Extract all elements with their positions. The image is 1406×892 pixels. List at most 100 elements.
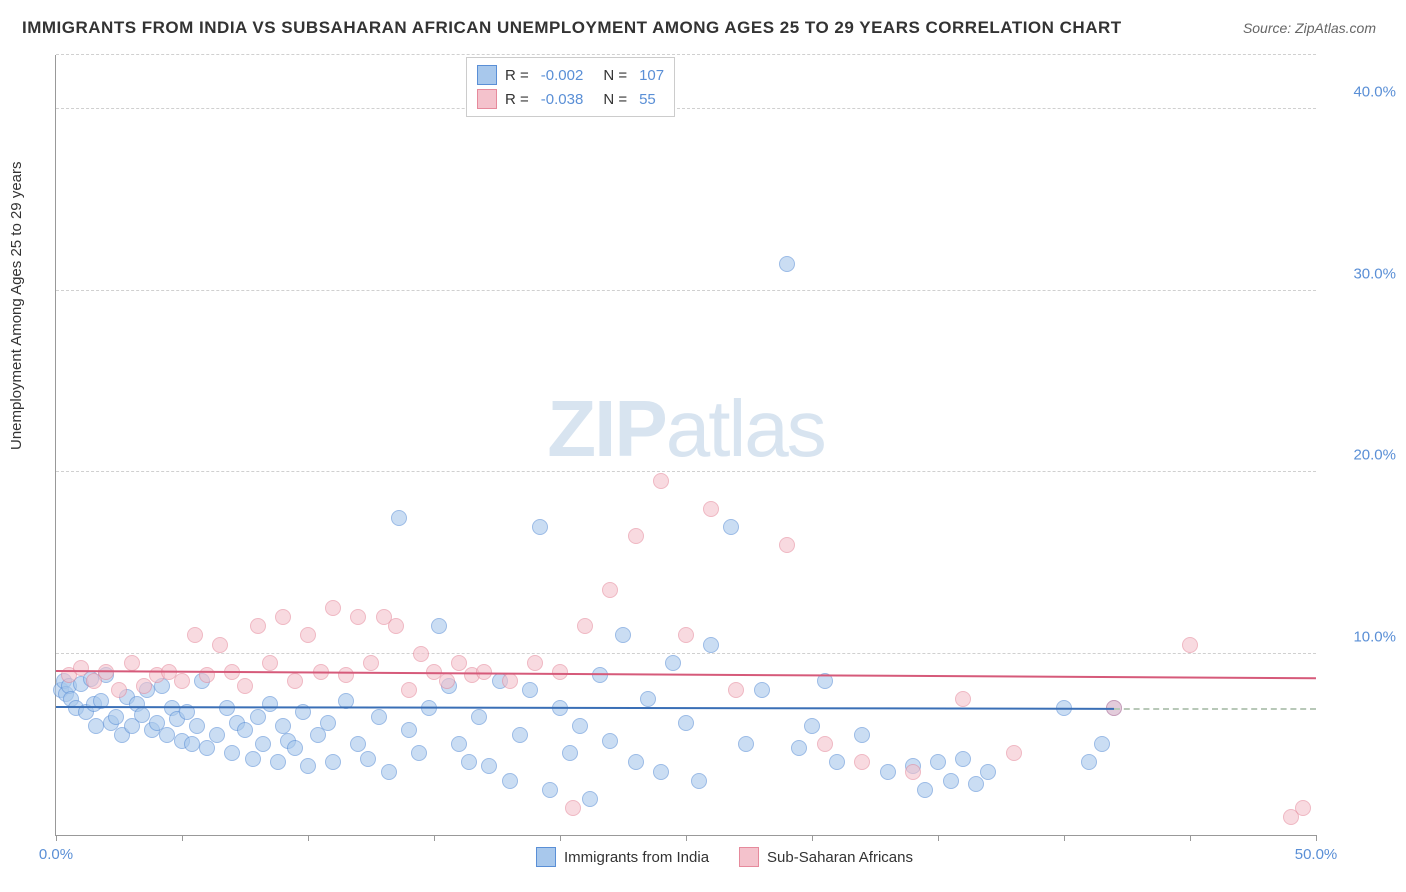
grid-line [56, 54, 1316, 55]
scatter-point [300, 758, 316, 774]
grid-line [56, 290, 1316, 291]
x-tick [686, 835, 687, 841]
y-tick-label: 20.0% [1326, 447, 1396, 464]
scatter-point [209, 727, 225, 743]
scatter-point [189, 718, 205, 734]
x-tick-label: 50.0% [1295, 846, 1338, 863]
scatter-point [817, 736, 833, 752]
scatter-point [968, 776, 984, 792]
scatter-point [804, 718, 820, 734]
scatter-point [502, 673, 518, 689]
scatter-point [779, 256, 795, 272]
scatter-point [678, 715, 694, 731]
legend-series: Immigrants from India Sub-Saharan African… [536, 847, 913, 867]
scatter-point [250, 618, 266, 634]
scatter-point [565, 800, 581, 816]
legend-n-value: 107 [639, 67, 664, 84]
scatter-point [245, 751, 261, 767]
scatter-point [325, 600, 341, 616]
legend-n-label: N = [603, 91, 627, 108]
scatter-point [363, 655, 379, 671]
scatter-point [451, 736, 467, 752]
scatter-point [1094, 736, 1110, 752]
legend-r-value: -0.038 [541, 91, 584, 108]
scatter-point [592, 667, 608, 683]
scatter-point [471, 709, 487, 725]
scatter-point [413, 646, 429, 662]
scatter-point [582, 791, 598, 807]
y-tick-label: 10.0% [1326, 628, 1396, 645]
scatter-point [572, 718, 588, 734]
y-tick-label: 30.0% [1326, 265, 1396, 282]
trend-line-extension [1114, 708, 1316, 710]
scatter-point [1182, 637, 1198, 653]
scatter-point [262, 696, 278, 712]
scatter-point [73, 660, 89, 676]
scatter-point [451, 655, 467, 671]
scatter-point [980, 764, 996, 780]
scatter-point [401, 722, 417, 738]
legend-swatch [739, 847, 759, 867]
legend-item: Sub-Saharan Africans [739, 847, 913, 867]
scatter-point [653, 473, 669, 489]
scatter-point [224, 745, 240, 761]
grid-line [56, 108, 1316, 109]
scatter-point [678, 627, 694, 643]
y-tick-label: 40.0% [1326, 84, 1396, 101]
legend-label: Sub-Saharan Africans [767, 849, 913, 866]
scatter-point [401, 682, 417, 698]
scatter-point [1081, 754, 1097, 770]
scatter-point [602, 582, 618, 598]
scatter-point [360, 751, 376, 767]
scatter-point [1006, 745, 1022, 761]
legend-n-value: 55 [639, 91, 656, 108]
legend-swatch [477, 65, 497, 85]
scatter-point [955, 691, 971, 707]
scatter-point [325, 754, 341, 770]
scatter-point [943, 773, 959, 789]
grid-line [56, 471, 1316, 472]
scatter-point [338, 667, 354, 683]
scatter-point [653, 764, 669, 780]
scatter-point [287, 673, 303, 689]
scatter-point [854, 727, 870, 743]
scatter-point [262, 655, 278, 671]
scatter-point [481, 758, 497, 774]
scatter-point [431, 618, 447, 634]
scatter-point [320, 715, 336, 731]
scatter-point [880, 764, 896, 780]
legend-label: Immigrants from India [564, 849, 709, 866]
scatter-point [522, 682, 538, 698]
scatter-point [111, 682, 127, 698]
scatter-point [199, 667, 215, 683]
trend-line [56, 706, 1114, 710]
scatter-point [665, 655, 681, 671]
watermark: ZIPatlas [547, 383, 824, 475]
scatter-point [615, 627, 631, 643]
x-tick [812, 835, 813, 841]
scatter-point [502, 773, 518, 789]
scatter-point [552, 664, 568, 680]
scatter-point [728, 682, 744, 698]
x-tick [182, 835, 183, 841]
scatter-point [754, 682, 770, 698]
scatter-point [275, 609, 291, 625]
y-axis-label: Unemployment Among Ages 25 to 29 years [8, 161, 25, 450]
scatter-point [381, 764, 397, 780]
scatter-point [174, 673, 190, 689]
legend-r-label: R = [505, 67, 529, 84]
legend-r-value: -0.002 [541, 67, 584, 84]
source-attribution: Source: ZipAtlas.com [1243, 20, 1376, 36]
scatter-point [527, 655, 543, 671]
legend-row: R =-0.038N =55 [477, 87, 664, 111]
scatter-point [691, 773, 707, 789]
scatter-point [905, 764, 921, 780]
scatter-point [391, 510, 407, 526]
scatter-point [270, 754, 286, 770]
scatter-point [134, 707, 150, 723]
legend-swatch [477, 89, 497, 109]
x-tick-label: 0.0% [39, 846, 73, 863]
scatter-point [791, 740, 807, 756]
scatter-point [703, 501, 719, 517]
legend-row: R =-0.002N =107 [477, 63, 664, 87]
